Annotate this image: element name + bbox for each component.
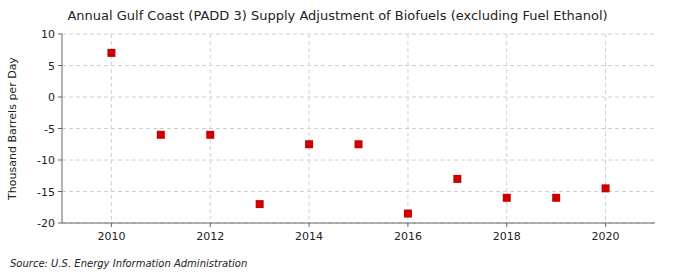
x-tick xyxy=(506,223,507,227)
y-grid-line xyxy=(62,191,655,192)
x-tick xyxy=(111,223,112,227)
x-tick-label: 2018 xyxy=(493,230,521,243)
point xyxy=(453,175,461,183)
y-tick-label: -15 xyxy=(37,186,55,199)
y-grid-line xyxy=(62,97,655,98)
point xyxy=(552,194,560,202)
x-grid-line xyxy=(407,34,408,223)
x-tick xyxy=(309,223,310,227)
y-tick-label: 0 xyxy=(48,91,55,104)
y-grid-line xyxy=(62,65,655,66)
x-grid-line xyxy=(605,34,606,223)
grid xyxy=(62,34,655,223)
y-grid-line xyxy=(62,160,655,161)
y-tick xyxy=(58,97,62,98)
x-grid-line xyxy=(210,34,211,223)
x-grid-line xyxy=(111,34,112,223)
x-tick xyxy=(210,223,211,227)
x-tick xyxy=(605,223,606,227)
points xyxy=(107,49,609,218)
point xyxy=(157,131,165,139)
x-tick-label: 2020 xyxy=(592,230,620,243)
y-grid-line xyxy=(62,223,655,224)
y-tick xyxy=(58,223,62,224)
x-grid-line xyxy=(309,34,310,223)
y-tick-label: 5 xyxy=(48,60,55,73)
y-tick-label: 10 xyxy=(41,28,55,41)
y-grid-line xyxy=(62,34,655,35)
y-axis-label: Thousand Barrels per Day xyxy=(6,57,19,201)
y-tick-label: -5 xyxy=(44,123,55,136)
y-tick xyxy=(58,160,62,161)
point xyxy=(107,49,115,57)
x-tick xyxy=(407,223,408,227)
x-tick-label: 2012 xyxy=(196,230,224,243)
x-axis-line xyxy=(62,223,655,224)
point xyxy=(305,140,313,148)
y-tick xyxy=(58,128,62,129)
point xyxy=(206,131,214,139)
y-grid-line xyxy=(62,128,655,129)
x-tick-label: 2010 xyxy=(97,230,125,243)
point xyxy=(503,194,511,202)
chart: -20 -15 -10 -5 0 5 10 2010 2012 2014 2016 2018 2020 A… xyxy=(0,0,675,275)
y-tick xyxy=(58,65,62,66)
point xyxy=(355,140,363,148)
x-tick-label: 2016 xyxy=(394,230,422,243)
point xyxy=(602,184,610,192)
y-tick xyxy=(58,34,62,35)
point xyxy=(404,210,412,218)
x-tick-label: 2014 xyxy=(295,230,323,243)
source-note: Source: U.S. Energy Information Administ… xyxy=(10,258,247,269)
y-tick-label: -10 xyxy=(37,154,55,167)
title: Annual Gulf Coast (PADD 3) Supply Adjust… xyxy=(67,8,607,23)
y-tick xyxy=(58,191,62,192)
y-tick-label: -20 xyxy=(37,217,55,230)
point xyxy=(256,200,264,208)
